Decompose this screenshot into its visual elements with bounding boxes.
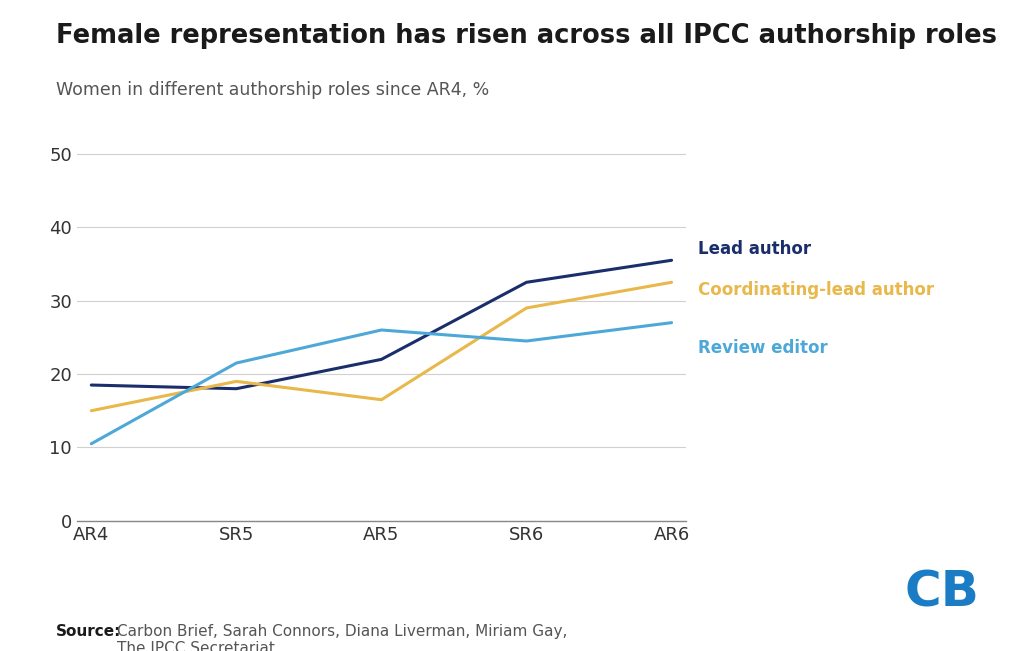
- Text: Female representation has risen across all IPCC authorship roles: Female representation has risen across a…: [56, 23, 997, 49]
- Text: Women in different authorship roles since AR4, %: Women in different authorship roles sinc…: [56, 81, 489, 100]
- Text: Source:: Source:: [56, 624, 122, 639]
- Text: Carbon Brief, Sarah Connors, Diana Liverman, Miriam Gay,
The IPCC Secretariat: Carbon Brief, Sarah Connors, Diana Liver…: [117, 624, 567, 651]
- Text: Review editor: Review editor: [697, 339, 827, 357]
- Text: Coordinating-lead author: Coordinating-lead author: [697, 281, 934, 299]
- Text: Lead author: Lead author: [697, 240, 811, 258]
- Text: CB: CB: [904, 568, 980, 616]
